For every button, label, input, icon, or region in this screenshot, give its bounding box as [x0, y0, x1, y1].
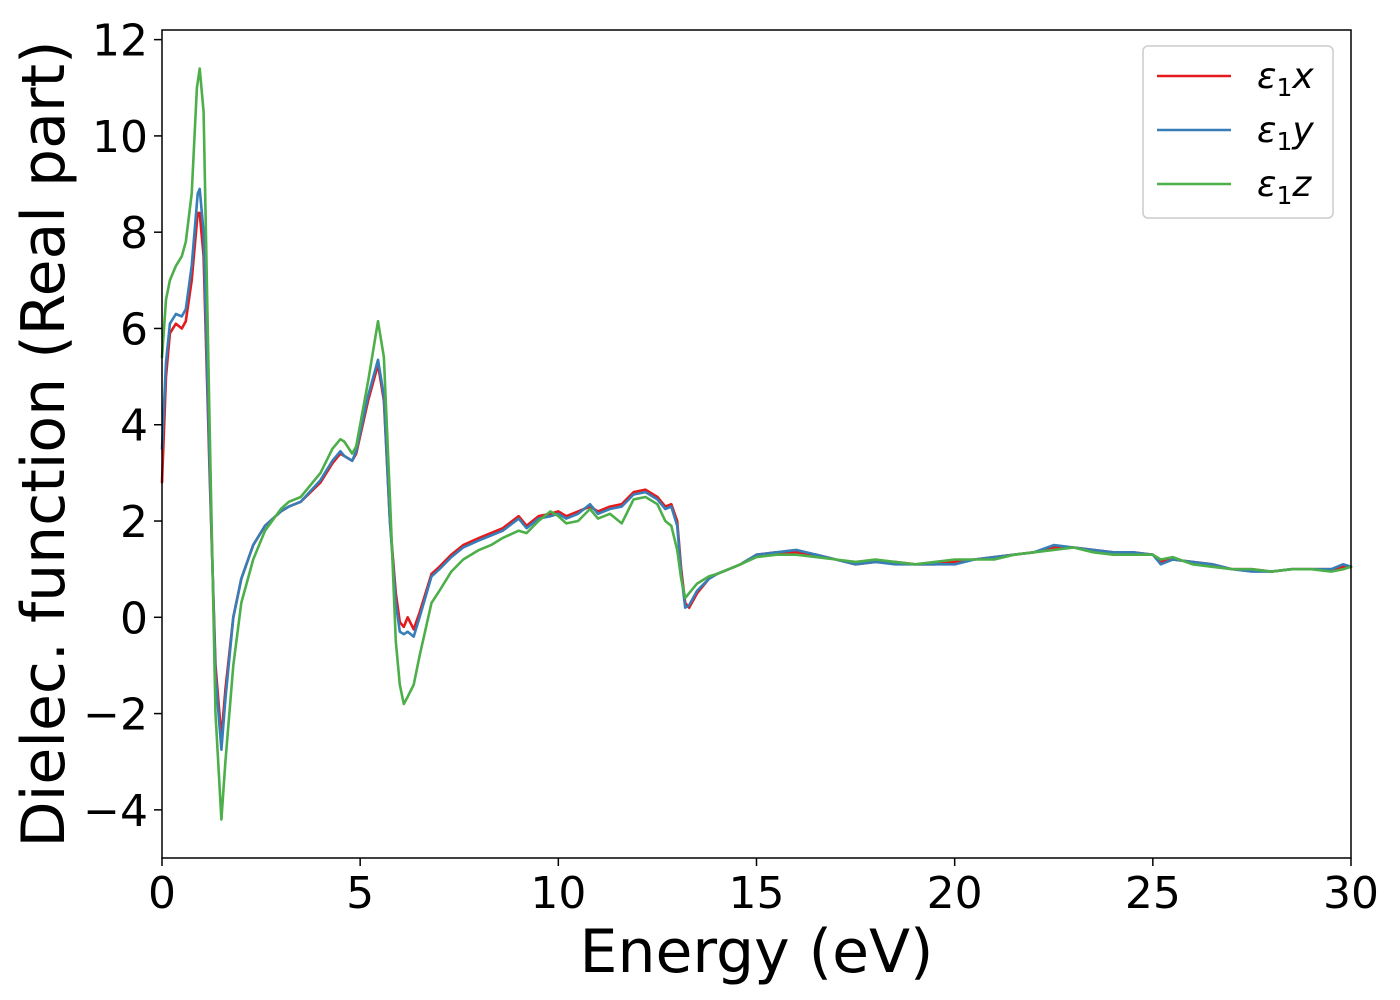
y-tick-label: 8: [120, 208, 148, 259]
y-tick-label: 0: [120, 593, 148, 644]
x-tick-label: 10: [530, 868, 586, 919]
series-line-1: [160, 187, 1353, 751]
y-tick-label: 10: [92, 112, 148, 163]
legend-label-0: ε1x: [1257, 56, 1314, 102]
y-tick-label: −2: [83, 690, 148, 741]
y-axis-title: Dielec. function (Real part): [9, 41, 79, 848]
y-tick-label: 6: [120, 304, 148, 355]
y-tick-label: 12: [92, 16, 148, 67]
y-tick-label: −4: [83, 786, 148, 837]
x-tick-label: 20: [927, 868, 983, 919]
legend-box: [1142, 45, 1334, 219]
y-tick-label: 4: [120, 401, 148, 452]
legend-label-2: ε1z: [1257, 164, 1312, 210]
y-tick-label: 2: [120, 497, 148, 548]
legend-label-1: ε1y: [1257, 110, 1314, 156]
series-line-0: [160, 211, 1353, 739]
x-tick-label: 5: [346, 868, 374, 919]
legend: ε1x ε1y ε1z: [1142, 45, 1334, 219]
x-tick-label: 0: [148, 868, 176, 919]
series-layer: [160, 67, 1353, 821]
series-line-2: [160, 67, 1353, 821]
ticks-layer: 0 5 10 15 20 25 30 −4 −2 0 2 4 6 8 10 12: [83, 16, 1379, 919]
x-tick-label: 25: [1125, 868, 1181, 919]
x-tick-label: 30: [1323, 868, 1379, 919]
x-axis-title: Energy (eV): [580, 917, 934, 987]
x-tick-label: 15: [729, 868, 785, 919]
